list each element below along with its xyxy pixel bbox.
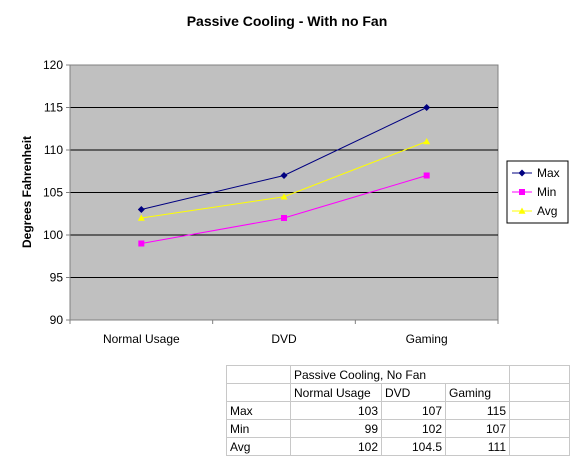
table-row: Max 103 107 115 — [226, 401, 570, 420]
data-point-min — [138, 240, 145, 247]
table-cell: 103 — [290, 401, 382, 420]
chart-title: Passive Cooling - With no Fan — [187, 13, 388, 29]
table-header: Gaming — [445, 383, 510, 402]
y-tick-label: 90 — [50, 313, 64, 327]
table-cell-empty — [226, 365, 291, 384]
table-title-row: Passive Cooling, No Fan — [226, 365, 570, 384]
table-cell-empty — [226, 383, 291, 402]
data-point-max — [423, 104, 431, 111]
table-cell-empty — [509, 383, 570, 402]
data-point-max — [137, 206, 145, 213]
data-point-avg — [137, 214, 145, 221]
data-point-max — [280, 172, 288, 179]
table-cell: 111 — [445, 437, 510, 456]
x-tick-labels: Normal Usage DVD Gaming — [103, 332, 448, 346]
data-point-min — [281, 215, 287, 221]
data-point-min — [423, 172, 430, 179]
data-point-avg — [423, 138, 431, 145]
row-label: Max — [226, 401, 291, 420]
legend: Max Min Avg — [506, 160, 569, 224]
line-chart: Passive Cooling - With no Fan 90 95 100 105… — [20, 13, 569, 346]
legend-label-avg: Avg — [537, 204, 557, 218]
legend-marker-max — [518, 169, 526, 177]
row-label: Min — [226, 419, 291, 438]
table-cell: 107 — [445, 419, 510, 438]
y-axis-label: Degrees Fahrenheit — [20, 136, 34, 248]
legend-label-min: Min — [537, 185, 556, 199]
x-tick-label: Gaming — [406, 332, 448, 346]
y-tick-label: 120 — [43, 58, 63, 72]
table-cell: 104.5 — [381, 437, 446, 456]
table-header-row: Normal Usage DVD Gaming — [226, 383, 570, 402]
axes — [66, 64, 499, 324]
table-cell-empty — [509, 419, 570, 438]
legend-label-max: Max — [537, 166, 560, 180]
table-cell-empty — [509, 365, 570, 384]
table-header: DVD — [381, 383, 446, 402]
table-cell: 115 — [445, 401, 510, 420]
data-point-avg — [280, 193, 288, 200]
legend-marker-avg — [518, 207, 526, 214]
y-tick-labels: 90 95 100 105 110 115 120 — [43, 58, 63, 327]
table-cell: 102 — [381, 419, 446, 438]
y-tick-label: 95 — [50, 271, 64, 285]
x-tick-label: Normal Usage — [103, 332, 180, 346]
table-header: Normal Usage — [290, 383, 382, 402]
y-tick-label: 115 — [44, 101, 63, 115]
series-layer — [137, 104, 431, 247]
table-cell-empty — [509, 401, 570, 420]
table-cell: 107 — [381, 401, 446, 420]
table-cell: 99 — [290, 419, 382, 438]
table-cell-empty — [509, 437, 570, 456]
row-label: Avg — [226, 437, 291, 456]
y-tick-label: 100 — [43, 228, 63, 242]
table-row: Avg 102 104.5 111 — [226, 437, 570, 456]
y-tick-label: 110 — [44, 143, 63, 157]
table-cell: 102 — [290, 437, 382, 456]
y-tick-label: 105 — [43, 186, 63, 200]
table-row: Min 99 102 107 — [226, 419, 570, 438]
x-tick-label: DVD — [271, 332, 297, 346]
table-title: Passive Cooling, No Fan — [290, 365, 510, 384]
legend-marker-min — [519, 189, 525, 195]
data-table: Passive Cooling, No Fan Normal Usage DVD… — [226, 365, 570, 456]
